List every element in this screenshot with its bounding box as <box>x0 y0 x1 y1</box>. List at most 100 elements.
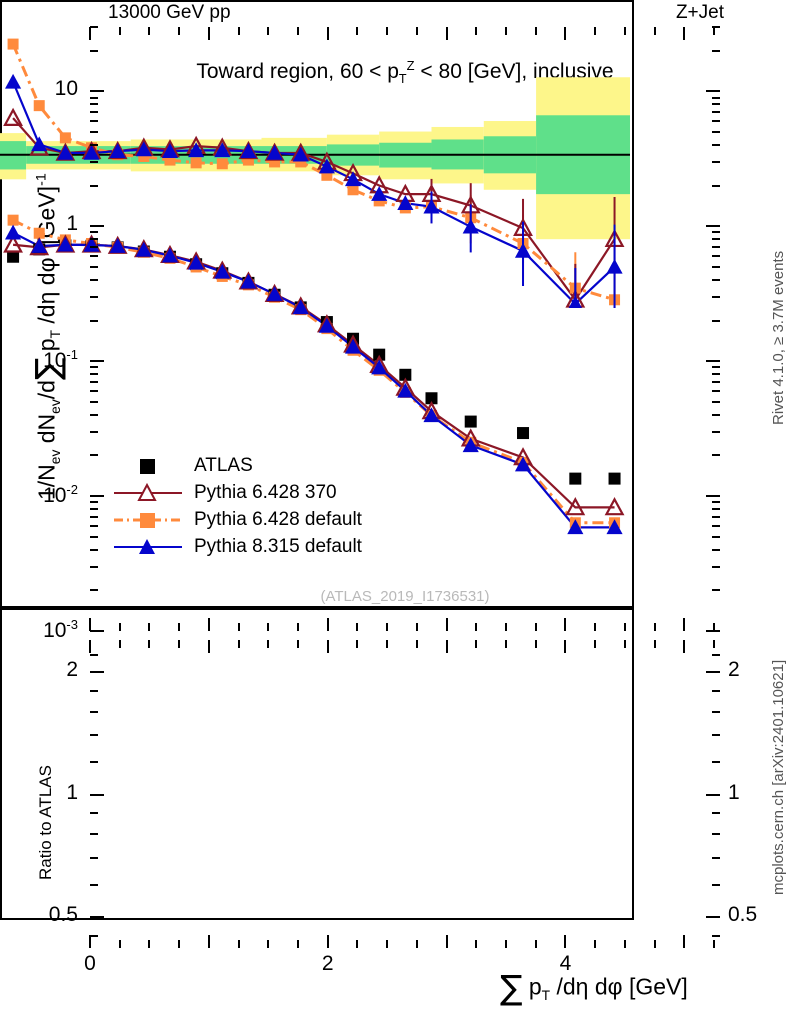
y-minor-tick-right <box>712 238 720 241</box>
x-minor-tick-top <box>475 640 478 648</box>
x-minor-tick-top <box>148 27 151 35</box>
ratio-y-minor-tick <box>90 833 98 836</box>
x-minor-tick <box>475 623 478 631</box>
ratio-plot-panel <box>0 38 634 920</box>
y-minor-tick-right <box>712 508 720 511</box>
legend-label-atlas: ATLAS <box>194 454 253 476</box>
ratio-y-minor-tick-right <box>712 761 720 764</box>
x-major-tick-top <box>445 640 448 653</box>
y-minor-tick-right <box>712 501 720 504</box>
y-minor-tick-right <box>712 255 720 258</box>
x-major-tick <box>207 618 210 631</box>
x-major-tick <box>683 618 686 631</box>
legend-item-pythia6-370[interactable]: Pythia 6.428 370 <box>112 479 362 506</box>
ratio-y-major-tick-right <box>706 793 720 796</box>
ratio-y-minor-tick-right <box>712 689 720 692</box>
legend-item-pythia6-default[interactable]: Pythia 6.428 default <box>112 506 362 533</box>
y-minor-tick-right <box>712 381 720 384</box>
ratio-y-minor-tick-right <box>712 934 720 937</box>
y-minor-tick <box>90 238 98 241</box>
y-minor-tick-right <box>712 144 720 147</box>
x-tick-label: 0 <box>84 952 96 975</box>
y-tick-label-ratio: 1 <box>66 780 78 804</box>
legend-label-pythia6-default: Pythia 6.428 default <box>194 508 362 530</box>
y-minor-tick <box>90 535 98 538</box>
x-minor-tick <box>297 940 300 948</box>
x-minor-tick-top <box>178 27 181 35</box>
ratio-y-minor-tick <box>90 710 98 713</box>
y-minor-tick-right <box>712 111 720 114</box>
x-major-tick <box>445 618 448 631</box>
y-minor-tick-right <box>712 103 720 106</box>
x-minor-tick <box>356 940 359 948</box>
y-minor-tick-right <box>712 515 720 518</box>
y-minor-tick <box>90 366 98 369</box>
y-minor-tick <box>90 255 98 258</box>
y-minor-tick <box>90 295 98 298</box>
x-major-tick <box>207 935 210 948</box>
plot-title: Toward region, 60 < pTZ < 80 [GeV], incl… <box>196 58 614 87</box>
y-tick-label-main: 10-3 <box>43 617 78 642</box>
legend-item-atlas[interactable]: ATLAS <box>112 452 362 479</box>
main-plot-graphics <box>3 214 625 535</box>
ratio-y-minor-tick <box>90 734 98 737</box>
y-minor-tick-right <box>712 454 720 457</box>
x-minor-tick-top <box>623 27 626 35</box>
x-axis-label: ∑ pT /dη dφ [GeV] <box>500 968 688 1007</box>
x-major-tick-top <box>564 27 567 40</box>
y-minor-tick <box>90 430 98 433</box>
y-minor-tick-right <box>712 295 720 298</box>
x-major-tick-top <box>207 27 210 40</box>
y-tick-label-main: 10 <box>54 77 78 101</box>
y-minor-tick <box>90 390 98 393</box>
x-minor-tick <box>148 623 151 631</box>
y-minor-tick-right <box>712 589 720 592</box>
y-minor-tick-right <box>712 160 720 163</box>
x-major-tick-top <box>207 640 210 653</box>
y-tick-label-ratio: 0.5 <box>48 903 78 927</box>
y-minor-tick-right <box>712 231 720 234</box>
ratio-y-major-tick <box>90 916 104 919</box>
y-minor-tick <box>90 565 98 568</box>
legend: ATLAS Pythia 6.428 370 Pythia 6.428 defa… <box>112 452 362 560</box>
x-minor-tick <box>534 623 537 631</box>
y-minor-tick-right <box>712 265 720 268</box>
ratio-y-minor-tick <box>90 934 98 937</box>
y-minor-tick-right <box>712 373 720 376</box>
ratio-y-minor-tick <box>90 883 98 886</box>
y-tick-label-ratio-right: 2 <box>728 658 740 682</box>
legend-label-pythia6-370: Pythia 6.428 370 <box>194 481 337 503</box>
y-minor-tick <box>90 160 98 163</box>
y-minor-tick <box>90 103 98 106</box>
y-minor-tick-right <box>712 96 720 99</box>
y-tick-label-ratio-right: 0.5 <box>728 903 758 927</box>
x-minor-tick-top <box>534 640 537 648</box>
y-major-tick-right <box>706 225 720 228</box>
y-major-tick <box>90 225 104 228</box>
y-minor-tick <box>90 501 98 504</box>
x-major-tick <box>445 935 448 948</box>
y-minor-tick <box>90 589 98 592</box>
x-minor-tick <box>237 940 240 948</box>
y-minor-tick-right <box>712 366 720 369</box>
x-minor-tick-top <box>415 27 418 35</box>
y-major-tick <box>90 360 104 363</box>
y-minor-tick <box>90 508 98 511</box>
x-minor-tick-top <box>475 27 478 35</box>
y-tick-label-main: 10-2 <box>43 482 78 508</box>
y-minor-tick-right <box>712 413 720 416</box>
y-minor-tick <box>90 49 98 52</box>
y-minor-tick-right <box>712 246 720 249</box>
x-minor-tick-top <box>297 27 300 35</box>
x-minor-tick <box>178 940 181 948</box>
x-minor-tick-top <box>237 640 240 648</box>
legend-item-pythia8-default[interactable]: Pythia 8.315 default <box>112 533 362 560</box>
y-minor-tick <box>90 400 98 403</box>
ratio-y-major-tick-right <box>706 671 720 674</box>
y-minor-tick-right <box>712 120 720 123</box>
x-minor-tick <box>356 623 359 631</box>
x-minor-tick-top <box>118 640 121 648</box>
ratio-plot-graphics <box>0 38 630 356</box>
x-minor-tick <box>475 940 478 948</box>
